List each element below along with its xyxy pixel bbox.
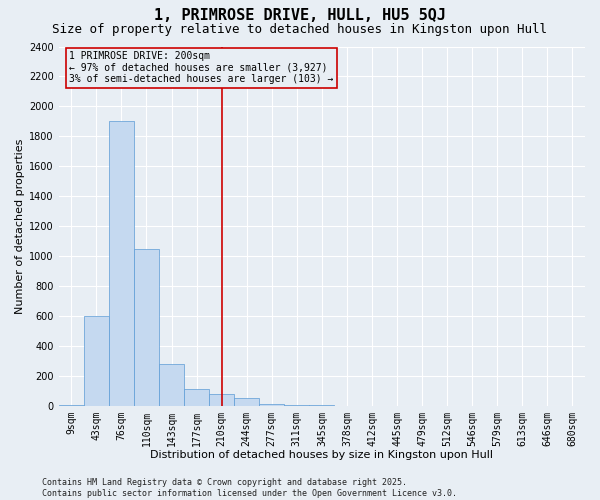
Bar	[284, 405, 310, 406]
Bar	[259, 404, 284, 406]
Text: Contains HM Land Registry data © Crown copyright and database right 2025.
Contai: Contains HM Land Registry data © Crown c…	[42, 478, 457, 498]
Bar	[209, 394, 234, 406]
Bar	[59, 405, 84, 406]
Bar	[84, 316, 109, 406]
Bar	[159, 364, 184, 406]
Bar	[234, 398, 259, 406]
Text: Size of property relative to detached houses in Kingston upon Hull: Size of property relative to detached ho…	[53, 22, 548, 36]
Bar	[134, 248, 159, 406]
Text: 1 PRIMROSE DRIVE: 200sqm
← 97% of detached houses are smaller (3,927)
3% of semi: 1 PRIMROSE DRIVE: 200sqm ← 97% of detach…	[70, 51, 334, 84]
Bar	[109, 122, 134, 406]
Bar	[184, 390, 209, 406]
Y-axis label: Number of detached properties: Number of detached properties	[15, 138, 25, 314]
Text: 1, PRIMROSE DRIVE, HULL, HU5 5QJ: 1, PRIMROSE DRIVE, HULL, HU5 5QJ	[154, 8, 446, 22]
X-axis label: Distribution of detached houses by size in Kingston upon Hull: Distribution of detached houses by size …	[151, 450, 493, 460]
